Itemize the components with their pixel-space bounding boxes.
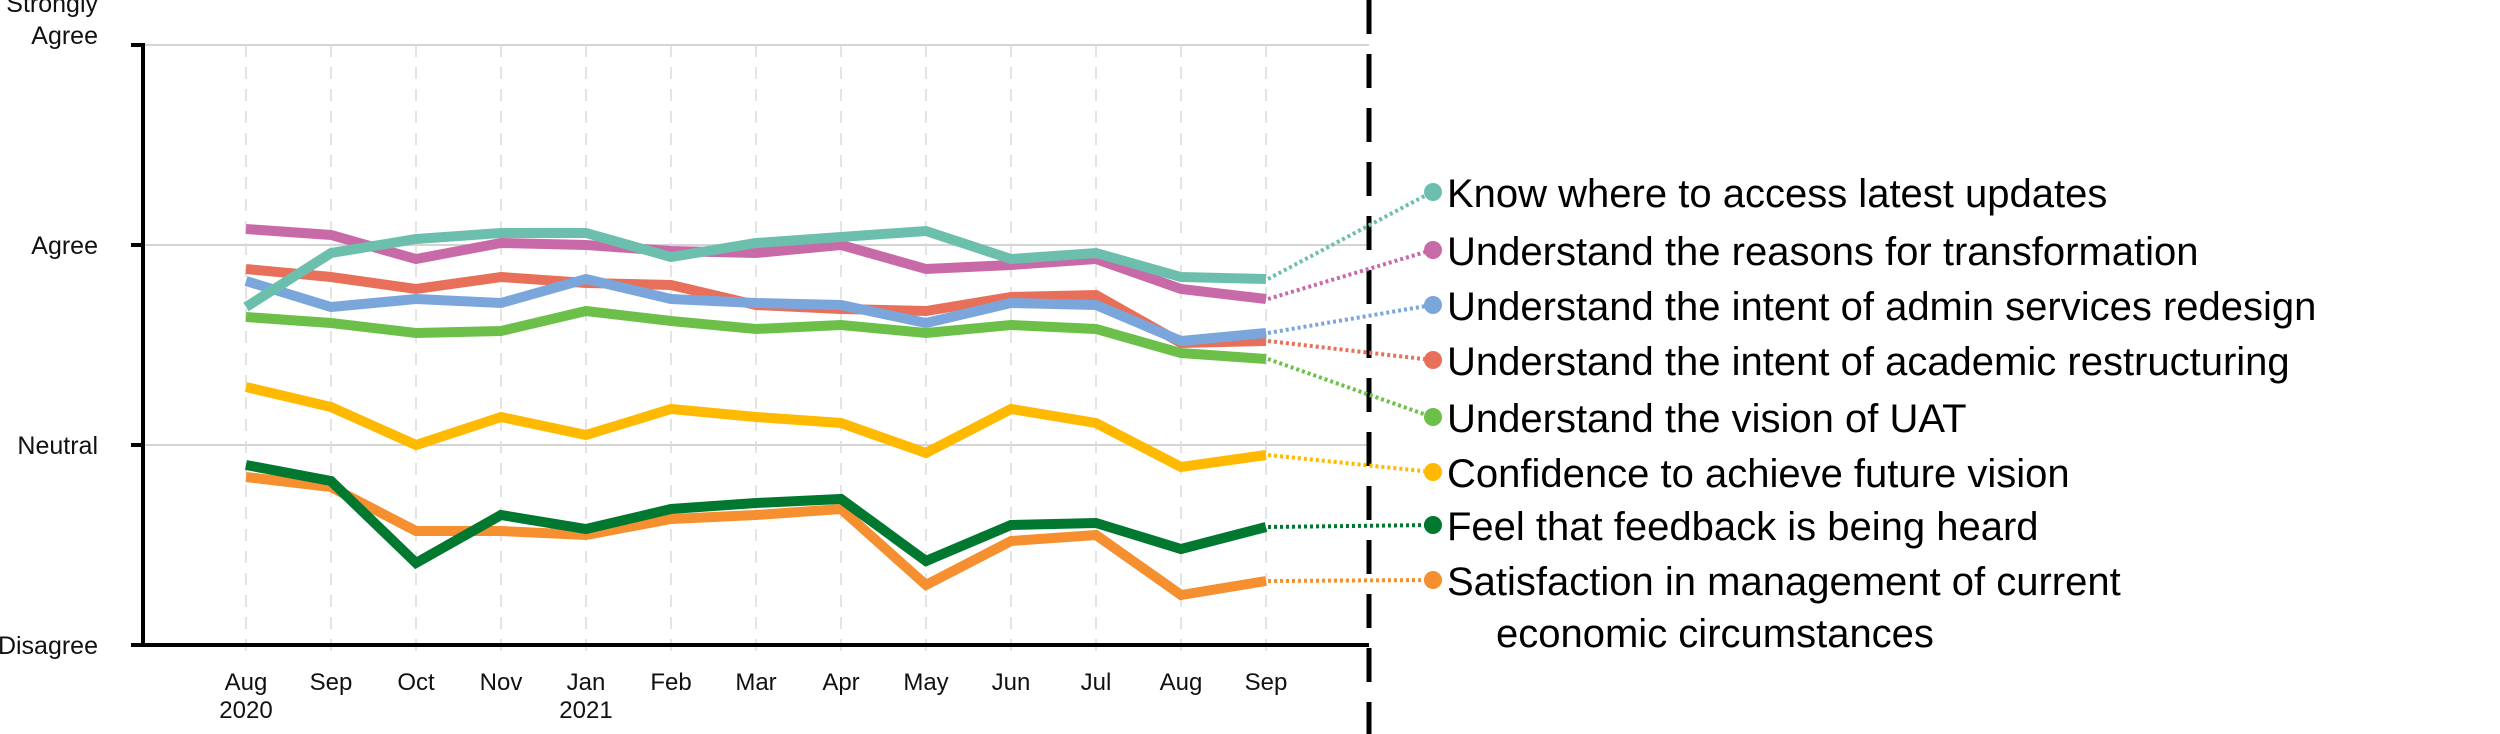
series-line (243, 225, 1267, 312)
legend-label: Understand the intent of admin services … (1447, 285, 2316, 329)
x-tick-label-month: Jan (567, 669, 606, 696)
x-tick-label-year: 2021 (559, 697, 612, 724)
x-tick-label-month: May (903, 669, 948, 696)
legend-label: Confidence to achieve future vision (1447, 452, 2070, 496)
y-tick-label: Agree (31, 22, 98, 50)
x-tick-label-month: Aug (1160, 669, 1203, 696)
x-tick-label-year: 2020 (219, 697, 272, 724)
legend: Know where to access latest updates Under… (1267, 172, 2316, 656)
x-tick-label-month: Feb (650, 669, 691, 696)
legend-marker (1424, 351, 1442, 369)
legend-connector (1267, 190, 1433, 281)
grid (143, 44, 1369, 660)
legend-marker (1424, 183, 1442, 201)
x-tick-label-month: Sep (310, 669, 353, 696)
y-tick-label: Neutral (17, 432, 98, 460)
x-tick-label-month: Oct (397, 669, 435, 696)
series-line (245, 224, 1267, 304)
y-tick-label: Disagree (0, 632, 98, 660)
x-tick-label-month: Sep (1245, 669, 1288, 696)
legend-connector (1267, 453, 1433, 474)
legend-connector (1267, 578, 1433, 583)
series-line (244, 273, 1267, 347)
legend-connector (1267, 339, 1433, 362)
legend-label: Know where to access latest updates (1447, 172, 2107, 216)
axes: DisagreeNeutralAgreeStronglyAgreeAug2020… (0, 0, 1372, 734)
legend-marker (1424, 408, 1442, 426)
legend-label: economic circumstances (1496, 612, 1934, 656)
legend-label: Understand the reasons for transformatio… (1447, 230, 2199, 274)
series-lines (243, 224, 1268, 601)
legend-label: Understand the vision of UAT (1447, 397, 1967, 441)
series-line (245, 472, 1267, 601)
series-line (244, 382, 1267, 473)
legend-marker (1424, 241, 1442, 259)
legend-marker (1424, 463, 1442, 481)
legend-connector (1267, 357, 1433, 419)
legend-marker (1424, 571, 1442, 589)
legend-label: Feel that feedback is being heard (1447, 505, 2039, 549)
x-tick-label-month: Nov (480, 669, 523, 696)
x-tick-label-month: Apr (822, 669, 859, 696)
series-line (245, 460, 1268, 570)
legend-marker (1424, 516, 1442, 534)
series-line (245, 305, 1267, 364)
y-tick-label: Strongly (6, 0, 98, 18)
legend-connector (1267, 248, 1433, 301)
legend-marker (1424, 296, 1442, 314)
x-tick-label-month: Jun (992, 669, 1031, 696)
y-tick-label: Agree (31, 232, 98, 260)
x-tick-label-month: Jul (1081, 669, 1112, 696)
legend-label: Understand the intent of academic restru… (1447, 340, 2290, 384)
x-tick-label-month: Aug (225, 669, 268, 696)
legend-label: Satisfaction in management of current (1447, 560, 2121, 604)
x-tick-label-month: Mar (735, 669, 776, 696)
legend-connector (1267, 523, 1433, 529)
legend-connector (1267, 303, 1433, 335)
